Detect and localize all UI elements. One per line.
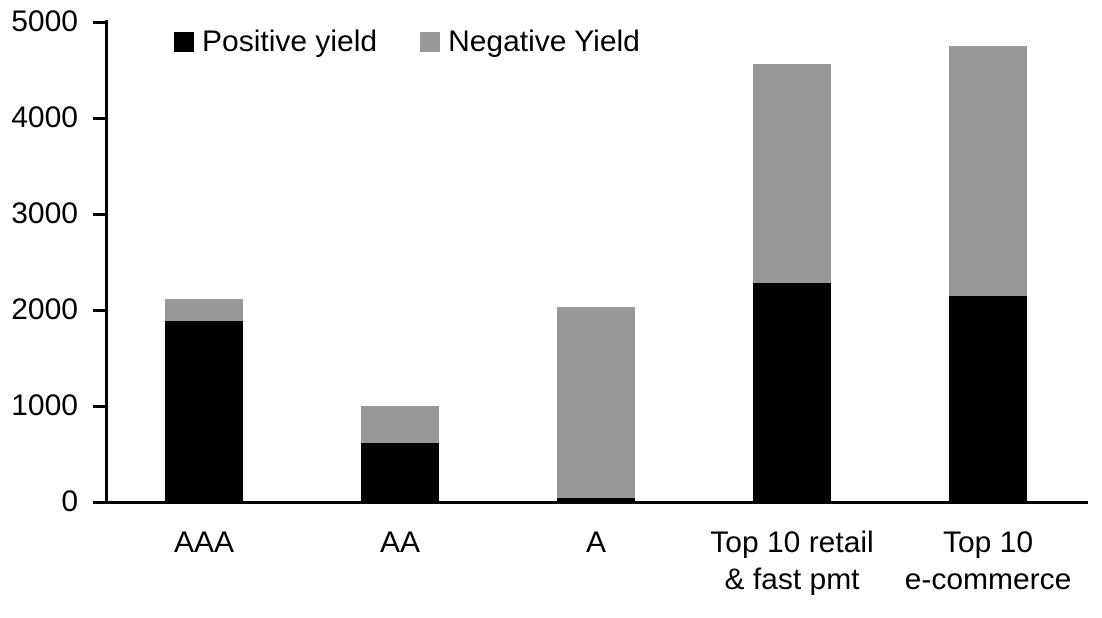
bar-top-10-e-commerce (949, 46, 1027, 502)
bar-a (557, 307, 635, 502)
legend-item-negative-yield: Negative Yield (420, 24, 640, 60)
legend: Positive yield Negative Yield (174, 24, 640, 60)
legend-label-negative: Negative Yield (448, 25, 640, 58)
bar-segment-negative-yield-aa (361, 406, 439, 443)
y-tick-label-2000: 2000 (11, 293, 78, 326)
bar-aaa (165, 298, 243, 502)
y-tick-label-3000: 3000 (11, 197, 78, 230)
legend-swatch-negative-icon (420, 32, 441, 52)
y-tick-1000 (93, 404, 106, 408)
x-label-top-10-e-commerce: Top 10 e-commerce (904, 526, 1072, 596)
y-tick-4000 (93, 116, 106, 120)
x-label-top-10-retail-fast-pmt: Top 10 retail & fast pmt (710, 526, 874, 596)
y-tick-3000 (93, 212, 106, 216)
legend-item-positive-yield: Positive yield (174, 24, 377, 60)
x-label-aa: AA (379, 526, 421, 559)
bar-segment-negative-yield-a (557, 307, 635, 498)
y-tick-label-0: 0 (61, 485, 78, 518)
y-tick-2000 (93, 308, 106, 312)
x-axis-line (93, 501, 1088, 504)
bar-segment-positive-yield-aa (361, 442, 439, 502)
bar-segment-negative-yield-top-10-retail-fast-pmt (753, 64, 831, 284)
bar-segment-positive-yield-top-10-e-commerce (949, 296, 1027, 502)
y-axis-line (105, 20, 108, 503)
y-tick-0 (93, 500, 106, 504)
legend-swatch-positive-icon (174, 32, 194, 52)
x-label-a: A (585, 526, 606, 559)
y-tick-label-1000: 1000 (11, 389, 78, 422)
y-tick-label-4000: 4000 (11, 101, 78, 134)
legend-label-positive: Positive yield (202, 25, 378, 58)
y-tick-label-5000: 5000 (11, 5, 78, 38)
bar-top-10-retail-fast-pmt (753, 64, 831, 502)
y-tick-5000 (93, 20, 106, 24)
bar-aa (361, 406, 439, 502)
x-label-aaa: AAA (173, 526, 235, 559)
bar-segment-positive-yield-top-10-retail-fast-pmt (753, 283, 831, 502)
bar-segment-negative-yield-top-10-e-commerce (949, 46, 1027, 297)
bar-segment-positive-yield-aaa (165, 320, 243, 502)
bar-segment-negative-yield-aaa (165, 298, 243, 321)
bar-segment-positive-yield-a (557, 497, 635, 502)
